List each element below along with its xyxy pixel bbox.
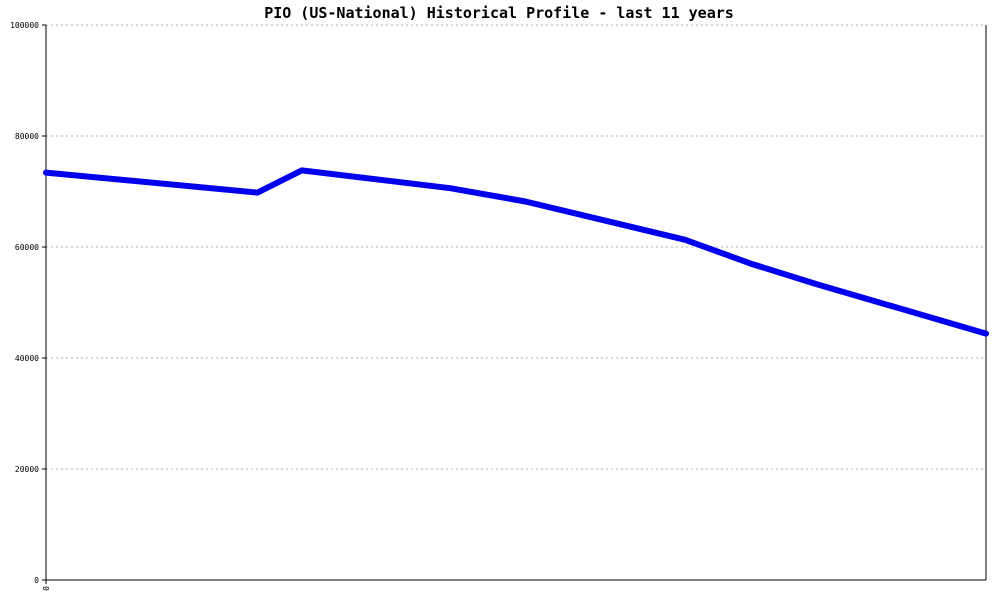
x-tick-labels: 0	[42, 580, 51, 591]
y-tick-label: 0	[34, 576, 39, 585]
y-tick-label: 40000	[15, 354, 39, 363]
series-line	[43, 167, 989, 337]
axes	[45, 25, 987, 581]
y-tick-label: 80000	[15, 132, 39, 141]
y-tick-label: 20000	[15, 465, 39, 474]
y-tick-labels: 0 20000 40000 60000 80000 100000	[10, 21, 46, 585]
y-tick-label: 100000	[10, 21, 39, 30]
grid-lines	[46, 24, 986, 470]
y-tick-label: 60000	[15, 243, 39, 252]
series-layer	[43, 167, 989, 337]
chart-title: PIO (US-National) Historical Profile - l…	[264, 4, 734, 22]
x-tick-label: 0	[42, 586, 51, 591]
